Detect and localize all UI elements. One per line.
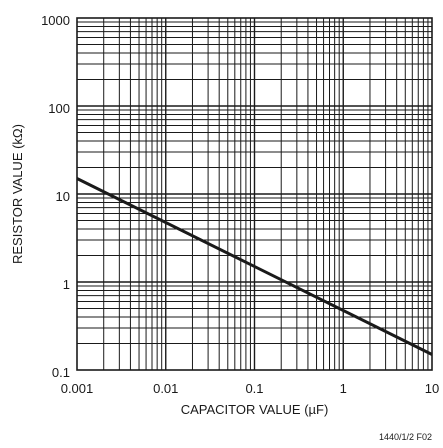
x-tick-3: 1: [340, 381, 347, 396]
series-layer: [76, 177, 433, 356]
figure-id: 1440/1/2 F02: [379, 432, 432, 442]
y-tick-2: 10: [56, 189, 70, 204]
x-tick-2: 0.1: [245, 381, 263, 396]
grid: [77, 18, 432, 370]
x-tick-1: 0.01: [153, 381, 178, 396]
y-tick-3: 100: [48, 101, 70, 116]
y-axis-label: RESISTOR VALUE (kΩ): [10, 124, 25, 264]
x-tick-4: 10: [425, 381, 439, 396]
plot-frame: [76, 17, 433, 371]
y-tick-0: 0.1: [52, 365, 70, 380]
series-line-0: [76, 177, 433, 356]
x-axis-label: CAPACITOR VALUE (µF): [181, 402, 329, 417]
y-tick-1: 1: [63, 277, 70, 292]
y-tick-4: 1000: [41, 13, 70, 28]
x-tick-0: 0.001: [61, 381, 94, 396]
